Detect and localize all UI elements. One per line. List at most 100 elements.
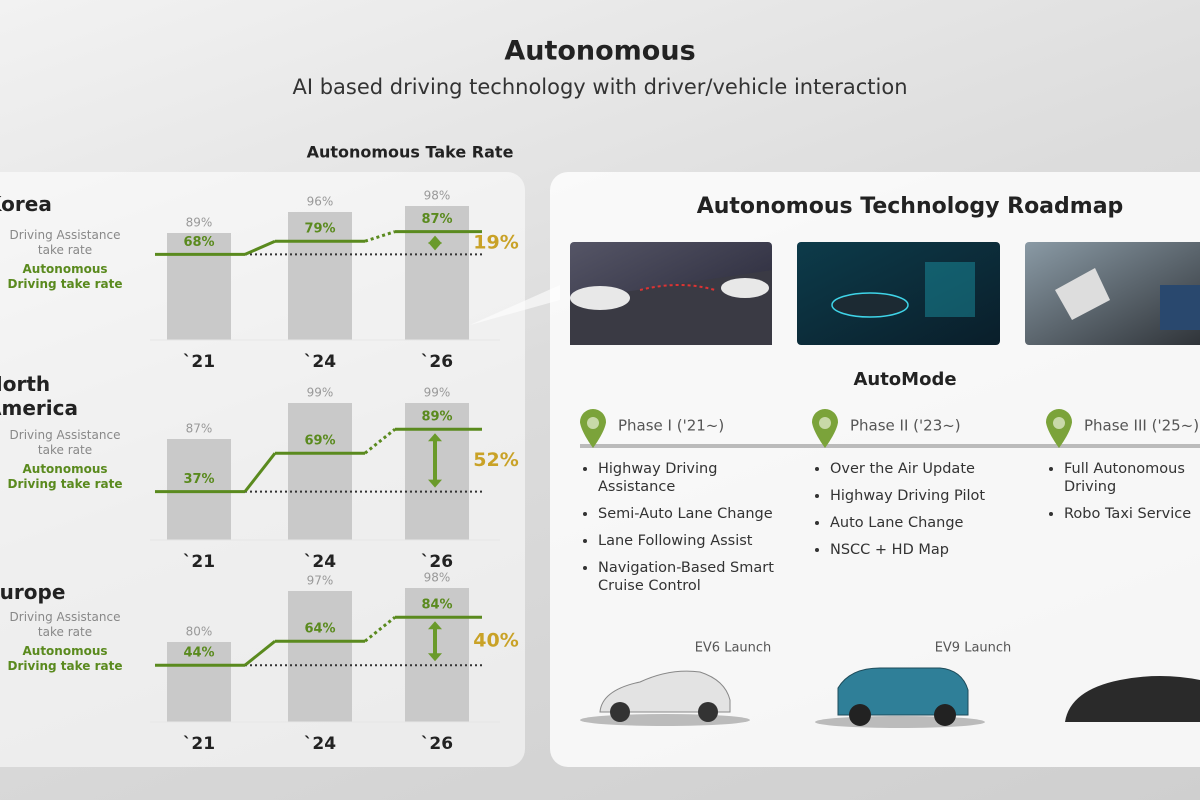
x-tick-label: `24: [304, 552, 336, 572]
phase-label: Phase I ('21~): [618, 417, 724, 435]
x-tick-label: `21: [183, 552, 215, 572]
arrow-head: [428, 479, 442, 488]
car-body: [837, 667, 969, 716]
x-tick-label: `26: [421, 552, 453, 572]
bar-label: 98%: [424, 571, 451, 585]
phase-item: Highway Driving Assistance: [598, 460, 788, 496]
phase-item: Lane Following Assist: [598, 532, 788, 550]
wheel: [610, 702, 630, 722]
bar: [288, 212, 352, 340]
launch-label: EV6 Launch: [695, 641, 772, 656]
car-icon: [721, 278, 769, 298]
phase-item: Robo Taxi Service: [1064, 505, 1200, 523]
region-name: Europe: [0, 580, 66, 604]
bar: [288, 403, 352, 540]
assist-label: Driving Assistance take rate: [9, 228, 121, 257]
image-digital: [797, 242, 1000, 345]
hud-panel: [925, 262, 975, 317]
auto-label: Autonomous Driving take rate: [7, 262, 123, 291]
gap-arrow: [428, 433, 442, 488]
bar-label: 98%: [424, 189, 451, 203]
x-tick-label: `26: [421, 352, 453, 372]
wheel: [698, 702, 718, 722]
phase-item: Semi-Auto Lane Change: [598, 505, 788, 523]
launch-label: EV9 Launch: [935, 641, 1012, 656]
car-ev9: [815, 667, 985, 728]
bar: [167, 439, 231, 540]
screen: [1160, 285, 1200, 330]
gap-label: 40%: [473, 630, 518, 652]
shadow: [580, 714, 750, 726]
phase-items: Full Autonomous Driving Robo Taxi Service: [1042, 460, 1200, 532]
auto-label-value: 69%: [304, 434, 335, 449]
x-tick-label: `24: [304, 734, 336, 754]
bar-label: 97%: [307, 574, 334, 588]
newspaper: [1055, 268, 1110, 320]
bar-label: 99%: [307, 386, 334, 400]
x-tick-label: `24: [304, 352, 336, 372]
phase-label: Phase II ('23~): [850, 417, 961, 435]
connector: [244, 239, 276, 256]
pin-dot: [587, 417, 599, 429]
connector: [243, 452, 277, 493]
phase-item: Auto Lane Change: [830, 514, 1020, 532]
bar: [405, 206, 469, 340]
callout: [470, 285, 560, 325]
phase-label: Phase III ('25~): [1084, 417, 1199, 435]
arrow-head: [428, 621, 442, 630]
phase-item: NSCC + HD Map: [830, 541, 1020, 559]
car-body: [599, 670, 731, 713]
auto-label-value: 37%: [183, 472, 214, 487]
auto-label: Autonomous Driving take rate: [7, 462, 123, 491]
x-tick-label: `21: [183, 734, 215, 754]
gap-label: 52%: [473, 449, 518, 471]
car-ev6: [580, 670, 750, 726]
gap-arrow: [428, 621, 442, 662]
region-name: North America: [0, 372, 78, 420]
auto-label-value: 89%: [421, 410, 452, 425]
connector: [364, 428, 396, 455]
car-cover: [1065, 676, 1200, 722]
connector: [364, 230, 396, 243]
section-title: AutoMode: [853, 369, 956, 390]
sensor-waves: [639, 284, 716, 291]
chart-title: Autonomous Take Rate: [307, 143, 514, 162]
image-cabin: [1025, 242, 1200, 345]
bar-label: 96%: [307, 195, 334, 209]
assist-label: Driving Assistance take rate: [9, 610, 121, 639]
phase-pin: [1046, 409, 1072, 448]
assist-label: Driving Assistance take rate: [9, 428, 121, 457]
phase-item: Navigation-Based Smart Cruise Control: [598, 559, 788, 595]
connector: [364, 616, 396, 643]
phase-pin: [580, 409, 606, 448]
title: Autonomous: [504, 36, 695, 67]
auto-label-value: 44%: [183, 646, 214, 661]
arrow-head: [428, 653, 442, 662]
x-tick-label: `21: [183, 352, 215, 372]
subtitle: AI based driving technology with driver/…: [292, 75, 907, 99]
bar: [288, 591, 352, 722]
auto-label-value: 64%: [304, 622, 335, 637]
bar-label: 80%: [186, 625, 213, 639]
wheel: [849, 704, 871, 726]
gap-arrow: [428, 235, 442, 251]
car-icon: [831, 292, 909, 318]
x-tick-label: `26: [421, 734, 453, 754]
phase-items: Over the Air Update Highway Driving Pilot…: [808, 460, 1020, 568]
pin-dot: [819, 417, 831, 429]
auto-label-value: 87%: [421, 212, 452, 227]
phase-pin: [812, 409, 838, 448]
auto-label-value: 79%: [304, 222, 335, 237]
auto-label: Autonomous Driving take rate: [7, 644, 123, 673]
shadow: [815, 716, 985, 728]
arrow-head: [428, 235, 442, 244]
connector: [244, 640, 276, 667]
gap-label: 19%: [473, 232, 518, 254]
bar: [167, 642, 231, 722]
pin-dot: [1053, 417, 1065, 429]
car-covered: [1065, 676, 1200, 722]
phase-items: Highway Driving Assistance Semi-Auto Lane…: [576, 460, 788, 604]
auto-label-value: 68%: [183, 235, 214, 250]
